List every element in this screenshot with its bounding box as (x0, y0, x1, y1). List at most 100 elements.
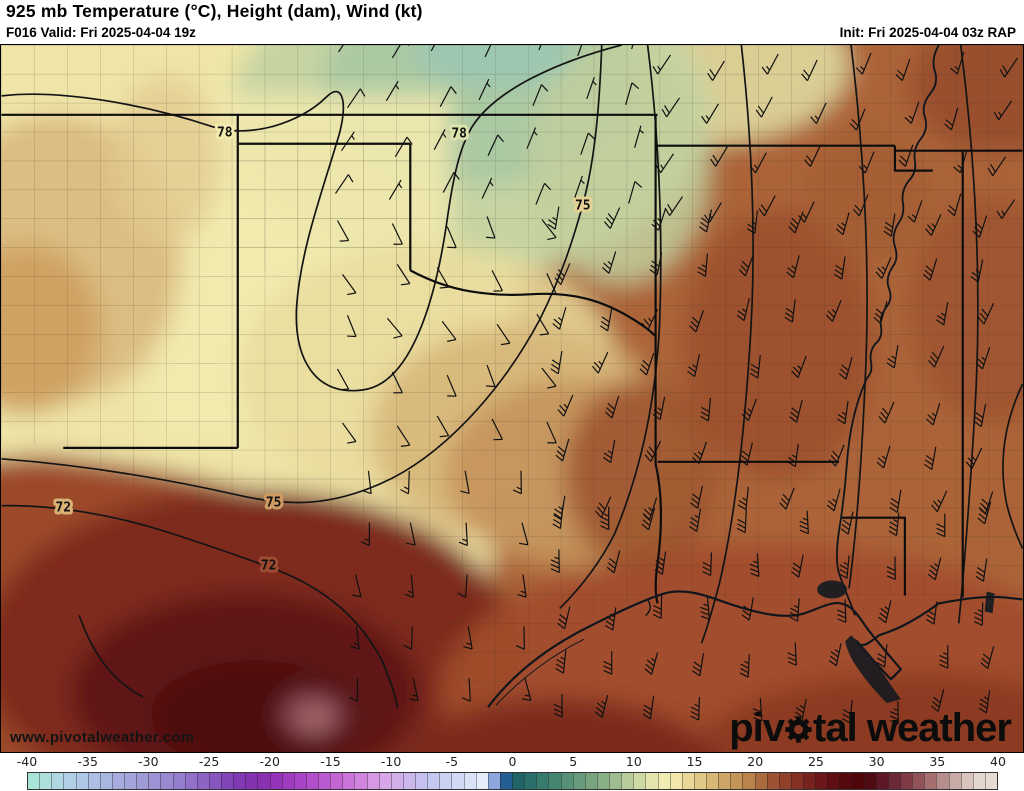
wind-barb (346, 88, 366, 109)
wind-barb (642, 696, 655, 720)
wind-barb (835, 212, 850, 236)
wind-barb (779, 487, 795, 510)
mississippi-river (836, 45, 940, 616)
colorbar-cell (257, 773, 270, 789)
wind-barb (886, 345, 899, 369)
colorbar-cell (148, 773, 161, 789)
pivotal-weather-logo: piv tal weather (729, 708, 1012, 748)
colorbar-cell (366, 773, 379, 789)
wind-barb (652, 396, 666, 421)
wind-barb (978, 690, 991, 714)
wind-barb (592, 351, 609, 374)
wind-barb (924, 446, 937, 470)
wind-barb (603, 207, 621, 229)
wind-barb (350, 626, 360, 650)
colorbar-cell (475, 773, 488, 789)
wind-barb (876, 644, 888, 668)
wind-barb (400, 470, 410, 495)
contour-label: 72 (261, 559, 277, 574)
wind-barb (904, 101, 920, 124)
wind-barb (446, 374, 457, 397)
colorbar-cell (172, 773, 185, 789)
wind-barb (446, 226, 457, 249)
wind-barb (404, 574, 414, 598)
colorbar-cell (815, 773, 828, 789)
wind-barb (555, 438, 570, 462)
wind-barb (441, 320, 457, 342)
wind-barb (655, 153, 675, 174)
wind-barb (789, 399, 803, 423)
wind-barb (396, 264, 411, 286)
wind-barb (826, 488, 841, 512)
wind-barb (700, 596, 711, 620)
wind-barb (925, 214, 942, 236)
colorbar-cell (330, 773, 343, 789)
colorbar-cell (160, 773, 173, 789)
colorbar-tick: -20 (259, 754, 280, 769)
wind-barb (784, 299, 796, 323)
wind-barb (886, 556, 896, 581)
wind-barb (837, 400, 849, 425)
wind-barb (406, 522, 416, 546)
wind-barb (601, 251, 617, 274)
colorbar-cell (28, 773, 40, 789)
wind-barb (737, 486, 749, 511)
wind-barb (605, 607, 617, 631)
wind-barb (341, 422, 357, 444)
colorbar-tick: 15 (686, 754, 703, 769)
wind-barb (699, 209, 713, 233)
wind-barb (552, 307, 567, 330)
wind-barb (586, 77, 597, 100)
wind-barb (337, 45, 344, 53)
wind-barb (362, 470, 372, 495)
wind-barb (987, 156, 1007, 177)
wind-barb (536, 313, 550, 336)
colorbar-cell (39, 773, 52, 789)
wind-barb (855, 52, 872, 75)
wind-barb (828, 444, 845, 467)
colorbar-cell (936, 773, 949, 789)
wind-barb (484, 45, 492, 58)
wind-barb (574, 175, 585, 198)
wind-barb (702, 552, 713, 577)
wind-barb (996, 199, 1016, 219)
lake-pontchartrain (817, 580, 848, 599)
wind-barb (926, 601, 938, 625)
colorbar-cell (681, 773, 694, 789)
wind-barb (541, 219, 557, 241)
wind-barb (481, 177, 494, 199)
wind-barb (947, 193, 962, 217)
wind-barb (939, 645, 949, 669)
wind-barb (838, 356, 853, 380)
mobile-bay (984, 591, 995, 614)
colorbar-cell (972, 773, 985, 789)
colorbar-cell (536, 773, 549, 789)
wind-barb (689, 508, 702, 532)
wind-barb (878, 401, 895, 424)
colorbar-cell (621, 773, 634, 789)
wind-barb (936, 302, 949, 326)
wind-barb (840, 511, 854, 535)
colorbar-cell (827, 773, 840, 789)
wind-barb (485, 364, 496, 388)
wind-barb (550, 351, 563, 375)
wind-barb (761, 53, 779, 75)
wind-barb (391, 45, 410, 59)
temperature-colorbar: -40 -35 -30 -25 -20 -15 -10 -5 0 5 10 15 20 25 30 35 40 (0, 753, 1024, 791)
wind-barb (973, 602, 984, 626)
colorbar-cell (463, 773, 476, 789)
wind-barb (478, 78, 491, 101)
colorbar-tick: 5 (569, 754, 578, 769)
wind-barb (841, 700, 853, 724)
wind-barb (791, 355, 807, 378)
wind-barb (541, 367, 557, 389)
wind-barb (752, 698, 763, 722)
colorbar-cell (839, 773, 852, 789)
wind-barb (535, 182, 552, 205)
wind-barb (858, 151, 875, 174)
wind-barbs (335, 45, 1019, 725)
wind-barb (980, 646, 995, 669)
wind-barb (526, 127, 538, 149)
height-contours (1, 45, 1023, 709)
wind-barb (736, 298, 750, 322)
